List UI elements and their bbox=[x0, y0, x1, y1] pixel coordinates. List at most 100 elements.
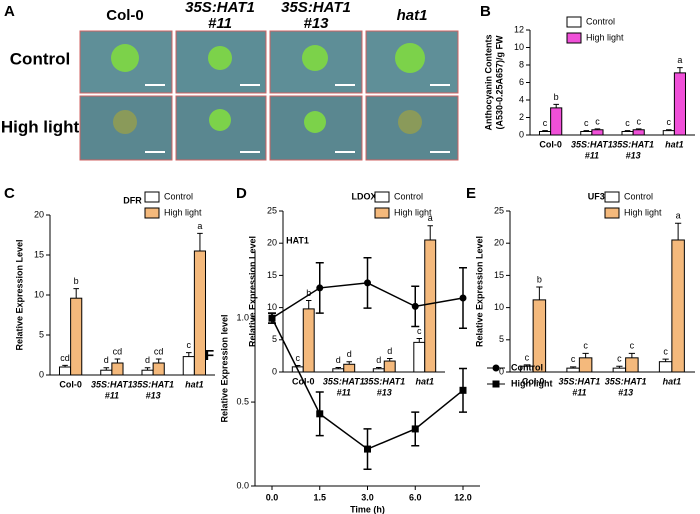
significance-letter: a bbox=[197, 221, 202, 231]
error-bar bbox=[624, 130, 631, 132]
error-bar bbox=[582, 352, 589, 358]
y-tick-label: 4 bbox=[519, 94, 524, 104]
x-tick-label: #11 bbox=[337, 387, 351, 397]
error-bar bbox=[635, 128, 642, 130]
y-tick-label: 25 bbox=[494, 205, 504, 215]
error-bar bbox=[155, 358, 162, 363]
x-tick-label: #11 bbox=[572, 387, 586, 397]
significance-letter: b bbox=[74, 276, 79, 286]
x-tick-label: #13 bbox=[377, 387, 392, 397]
legend-label: Control bbox=[624, 191, 653, 201]
significance-letter: a bbox=[428, 213, 433, 223]
chart-title: DFR bbox=[123, 195, 142, 205]
error-bar bbox=[570, 366, 577, 369]
significance-letter: cd bbox=[154, 346, 164, 356]
significance-letter: d bbox=[347, 349, 352, 359]
bar bbox=[662, 130, 675, 136]
marker bbox=[411, 302, 419, 310]
y-axis-label: Relative Expression level bbox=[219, 314, 229, 422]
x-tick-label: Col-0 bbox=[59, 379, 82, 389]
error-bar bbox=[416, 338, 423, 343]
x-tick-label: Col-0 bbox=[522, 376, 545, 386]
bar bbox=[193, 250, 207, 376]
bar bbox=[111, 362, 124, 376]
significance-letter: d bbox=[336, 355, 341, 365]
significance-letter: cd bbox=[113, 346, 123, 356]
x-tick-label: #13 bbox=[618, 387, 633, 397]
legend-swatch bbox=[374, 207, 390, 219]
significance-letter: c bbox=[630, 341, 635, 351]
bar bbox=[532, 299, 547, 373]
error-bar bbox=[536, 286, 543, 300]
error-bar bbox=[144, 367, 151, 371]
x-tick-label: 12.0 bbox=[454, 492, 472, 502]
x-tick-label: hat1 bbox=[663, 376, 682, 386]
x-tick-label: hat1 bbox=[665, 139, 684, 149]
y-tick-label: 5 bbox=[272, 334, 277, 344]
x-tick-label: 35S:HAT1 bbox=[363, 376, 405, 386]
error-bar bbox=[594, 128, 601, 130]
error-bar bbox=[335, 366, 342, 369]
significance-letter: a bbox=[676, 211, 681, 221]
panel-label: C bbox=[4, 185, 15, 202]
error-bar bbox=[114, 358, 121, 363]
significance-letter: c bbox=[595, 116, 600, 126]
x-tick-label: 0.0 bbox=[266, 492, 279, 502]
legend-label: Control bbox=[394, 191, 423, 201]
significance-letter: d bbox=[104, 355, 109, 365]
y-tick-label: 5 bbox=[499, 334, 504, 344]
bar bbox=[70, 297, 83, 376]
y-tick-label: 6 bbox=[519, 77, 524, 87]
marker bbox=[364, 279, 371, 287]
bar bbox=[566, 367, 580, 373]
legend-swatch bbox=[144, 207, 160, 219]
y-tick-label: 10 bbox=[494, 302, 504, 312]
error-bar bbox=[616, 365, 623, 369]
error-bar bbox=[583, 130, 590, 132]
significance-letter: cd bbox=[60, 353, 70, 363]
error-bar bbox=[305, 300, 312, 309]
error-bar bbox=[674, 222, 682, 240]
marker bbox=[459, 294, 467, 302]
bar bbox=[550, 107, 563, 136]
y-tick-label: 20 bbox=[267, 238, 277, 248]
x-tick-label: hat1 bbox=[415, 376, 434, 386]
bar bbox=[673, 72, 687, 136]
x-tick-label: Col-0 bbox=[539, 139, 562, 149]
y-axis-label: Anthocyanin Contents bbox=[483, 35, 493, 131]
legend-label: Control bbox=[511, 362, 543, 372]
chart-title: LDOX bbox=[351, 191, 376, 201]
y-tick-label: 10 bbox=[267, 302, 277, 312]
column-header: 35S:HAT1 bbox=[281, 0, 351, 16]
chart-title: UF3GT bbox=[588, 191, 618, 201]
bar bbox=[578, 357, 593, 373]
significance-letter: c bbox=[417, 326, 422, 336]
legend-marker bbox=[492, 364, 500, 372]
marker bbox=[316, 410, 324, 418]
error-bar bbox=[427, 225, 433, 240]
x-tick-label: 35S:HAT1 bbox=[605, 376, 647, 386]
error-bar bbox=[62, 364, 68, 367]
significance-letter: b bbox=[537, 274, 542, 284]
scale-bars bbox=[145, 84, 450, 153]
bar bbox=[372, 368, 385, 373]
x-tick-label: hat1 bbox=[185, 379, 204, 389]
y-tick-label: 12 bbox=[514, 24, 524, 34]
panel-label: E bbox=[466, 185, 476, 202]
significance-letter: c bbox=[543, 118, 548, 128]
column-header: hat1 bbox=[397, 7, 428, 24]
y-tick-label: 0 bbox=[39, 369, 44, 379]
x-tick-label: 35S:HAT1 bbox=[91, 379, 133, 389]
y-tick-label: 0 bbox=[519, 129, 524, 139]
seedlings bbox=[111, 43, 425, 134]
x-tick-label: 35S:HAT1 bbox=[571, 139, 613, 149]
legend-label: High light bbox=[624, 207, 662, 217]
bar bbox=[302, 308, 315, 373]
error-bar bbox=[186, 352, 192, 357]
y-axis-label: (A530-0.25A657)/g FW bbox=[494, 35, 504, 130]
column-header: #13 bbox=[303, 15, 329, 32]
significance-letter: c bbox=[525, 352, 530, 362]
bar bbox=[632, 129, 645, 136]
significance-letter: c bbox=[296, 353, 301, 363]
x-tick-label: #11 bbox=[585, 150, 599, 160]
